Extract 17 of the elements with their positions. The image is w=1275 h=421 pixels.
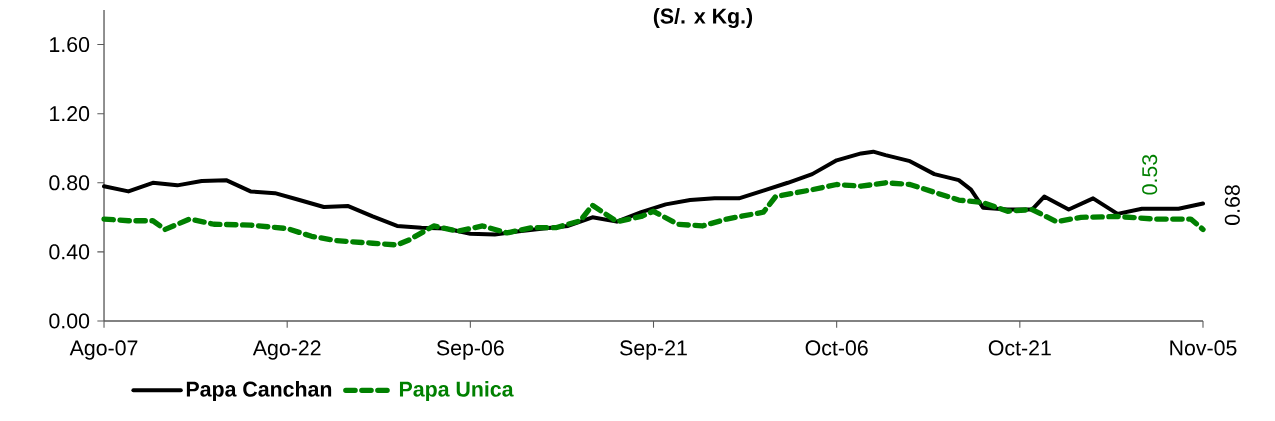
x-tick-label: Oct-06 <box>805 340 868 356</box>
y-tick-label: 1.60 <box>50 37 90 53</box>
y-tick-label: 0.80 <box>49 175 90 191</box>
x-tick-label: Sep-21 <box>620 340 687 360</box>
legend-label: Papa Unica <box>399 381 514 401</box>
y-tick-label: 1.20 <box>50 106 90 122</box>
x-tick-label: Oct-21 <box>988 340 1051 356</box>
chart-title: (S/. x Kg.) <box>653 8 753 29</box>
y-tick-label: 0.00 <box>49 313 90 329</box>
annotation: 0.68 <box>1224 185 1240 225</box>
x-tick-label: Ago-22 <box>252 340 321 360</box>
x-tick-label: Sep-06 <box>436 340 504 360</box>
legend-label: Papa Canchan <box>186 381 332 401</box>
y-tick-label: 0.40 <box>49 244 90 260</box>
x-tick-label: Nov-05 <box>1170 340 1237 356</box>
x-tick-label: Ago-07 <box>69 340 138 360</box>
annotation: 0.53 <box>1142 154 1158 195</box>
